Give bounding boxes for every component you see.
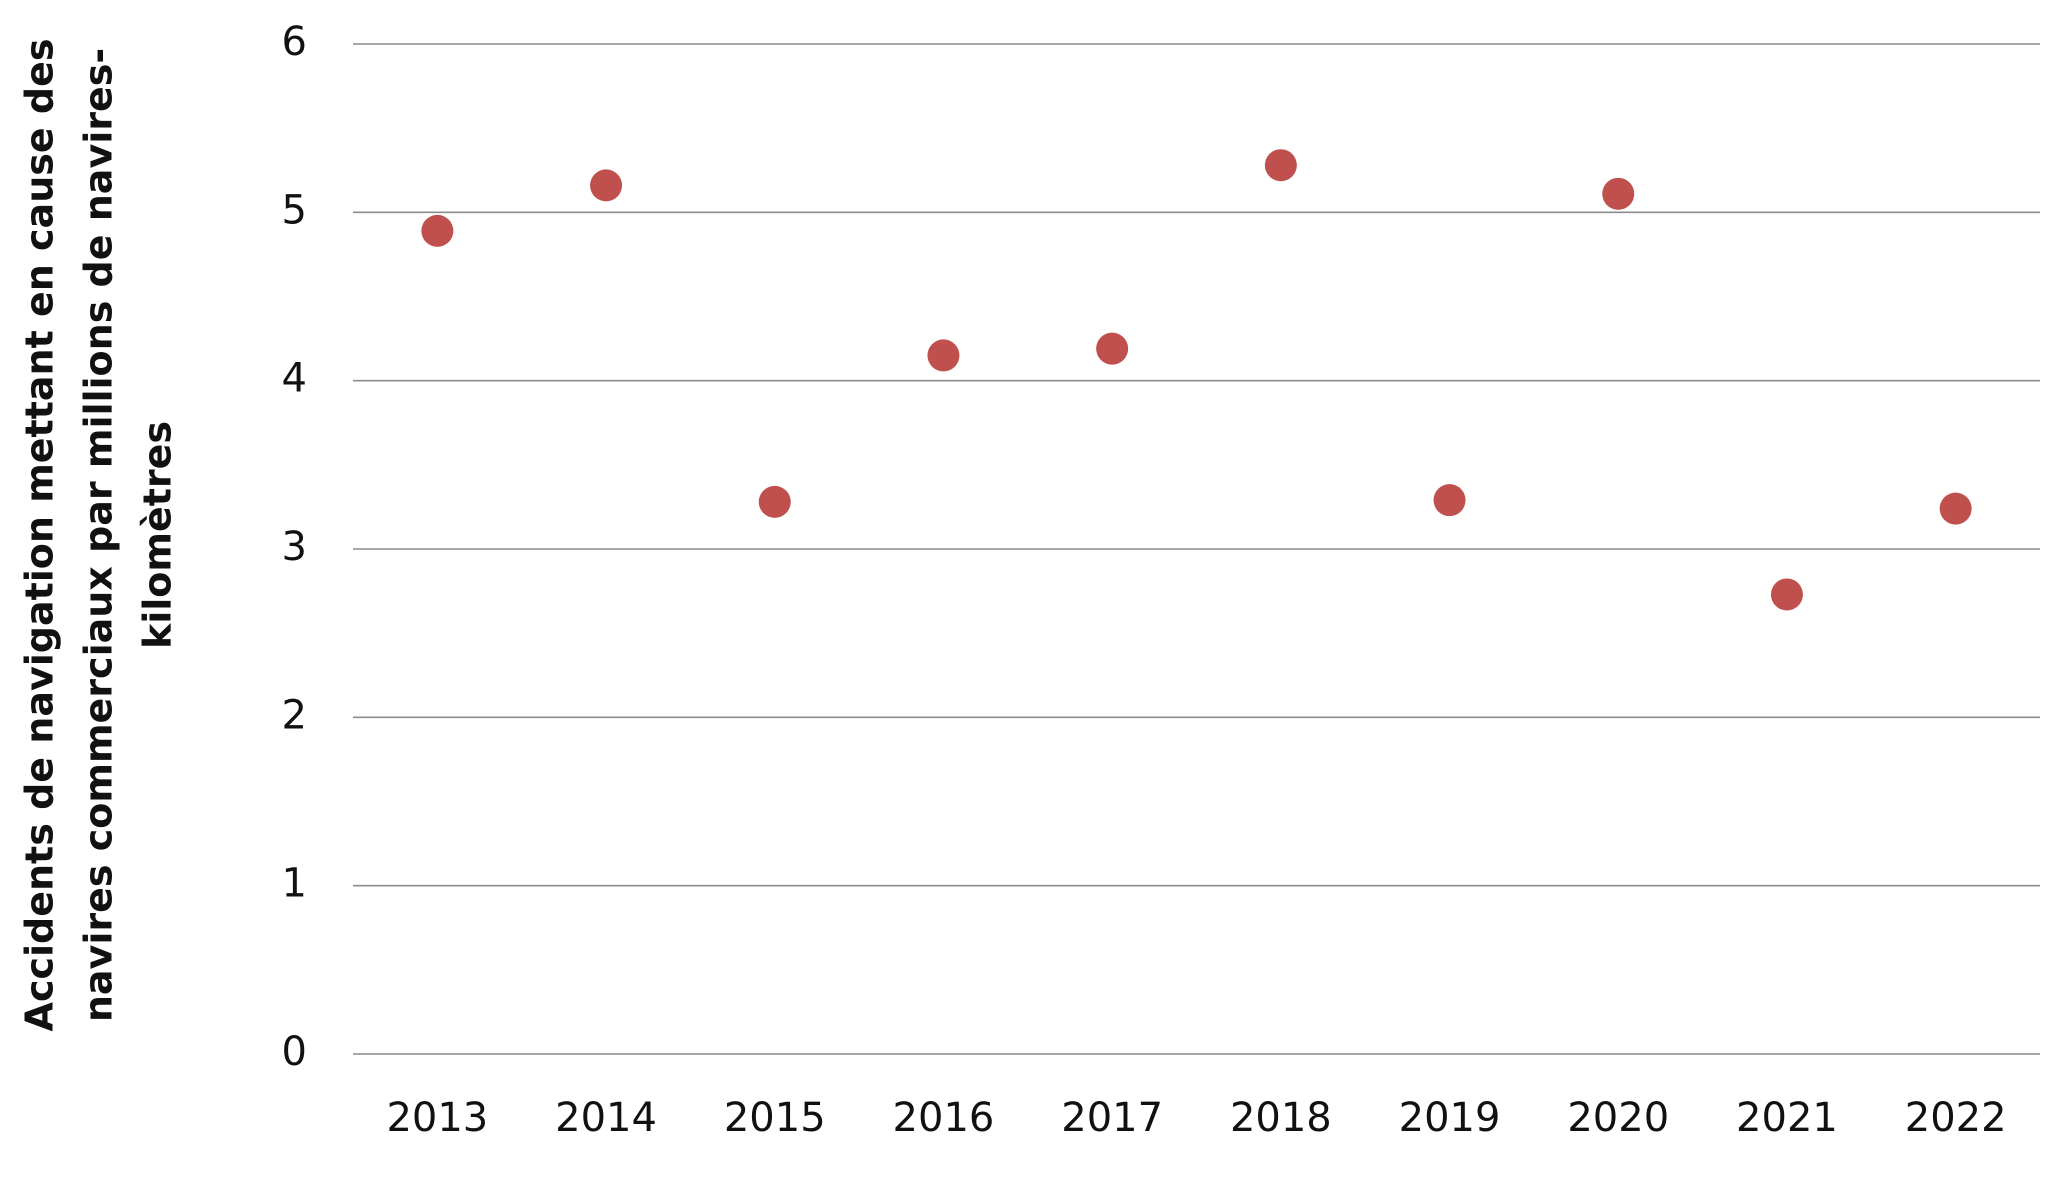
y-tick-label: 1 [282, 861, 307, 907]
x-tick-label: 2013 [386, 1095, 488, 1141]
dot [927, 339, 960, 372]
y-tick-label: 2 [282, 692, 307, 738]
y-tick-label: 0 [282, 1029, 307, 1075]
x-tick-label: 2021 [1736, 1095, 1838, 1141]
y-axis-label: navires commerciaux par millions de navi… [77, 48, 121, 1022]
y-tick-label: 5 [282, 187, 307, 233]
x-tick-label: 2020 [1567, 1095, 1669, 1141]
dot [1770, 578, 1803, 611]
x-tick-label: 2022 [1905, 1095, 2007, 1141]
x-tick-label: 2018 [1230, 1095, 1332, 1141]
dot [758, 485, 791, 518]
y-axis-label: kilomètres [136, 421, 180, 649]
y-tick-label: 4 [282, 356, 307, 402]
dot [1433, 484, 1466, 517]
x-tick-label: 2016 [893, 1095, 995, 1141]
dot [1939, 492, 1972, 525]
y-tick-label: 3 [282, 524, 307, 570]
y-tick-label: 6 [282, 19, 307, 65]
x-tick-label: 2017 [1061, 1095, 1163, 1141]
x-tick-label: 2019 [1399, 1095, 1501, 1141]
dot [590, 169, 623, 202]
dot [1264, 149, 1297, 182]
dot [1096, 332, 1129, 365]
dot [1602, 177, 1635, 210]
y-axis-label: Accidents de navigation mettant en cause… [18, 39, 62, 1032]
x-tick-label: 2014 [555, 1095, 657, 1141]
dot [421, 214, 454, 247]
x-tick-label: 2015 [724, 1095, 826, 1141]
